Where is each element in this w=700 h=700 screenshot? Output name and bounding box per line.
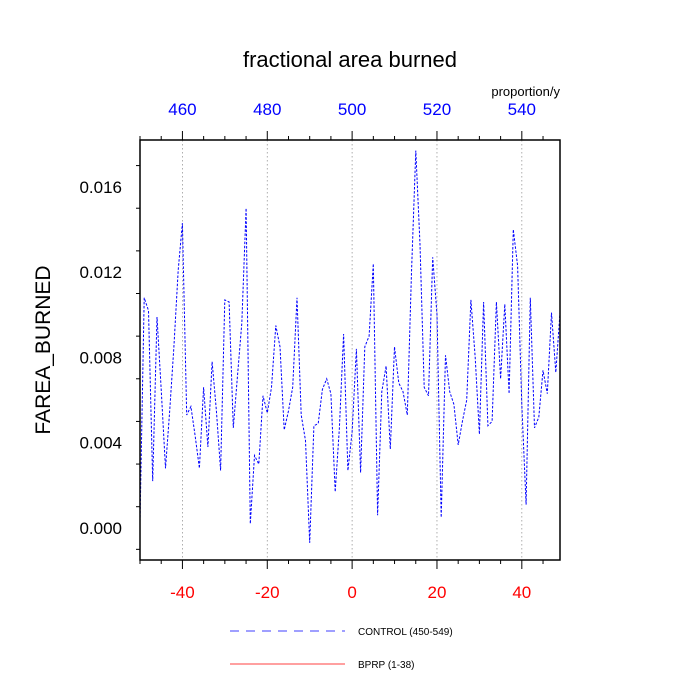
x-tick-label-top: 460 [168, 100, 196, 119]
series-line [139, 150, 561, 543]
series-layer [139, 150, 561, 543]
plot-frame [139, 139, 561, 561]
y-tick-label: 0.004 [79, 434, 122, 453]
x-tick-label-bottom: -20 [255, 583, 280, 602]
y-axis-label: FAREA_BURNED [32, 265, 55, 434]
y-tick-label: 0.000 [79, 519, 122, 538]
x-tick-label-bottom: 20 [428, 583, 447, 602]
x-tick-label-top: 500 [338, 100, 366, 119]
x-tick-label-bottom: 0 [347, 583, 356, 602]
units-label: proportion/y [491, 84, 560, 99]
tick-labels: -40 -20 0 20 40 460 480 500 520 540 0.000 0.004 0.00… [79, 100, 536, 602]
x-tick-label-bottom: -40 [170, 583, 195, 602]
y-tick-label: 0.008 [79, 348, 122, 367]
legend-label: BPRP (1-38) [358, 660, 415, 671]
chart-title: fractional area burned [243, 47, 457, 72]
y-tick-label: 0.016 [79, 178, 122, 197]
y-tick-label: 0.012 [79, 263, 122, 282]
legend-label: CONTROL (450-549) [358, 627, 453, 638]
x-tick-label-top: 520 [423, 100, 451, 119]
x-tick-label-top: 480 [253, 100, 281, 119]
x-tick-label-top: 540 [508, 100, 536, 119]
legend: CONTROL (450-549) BPRP (1-38) [230, 627, 453, 671]
x-tick-label-bottom: 40 [512, 583, 531, 602]
axis-ticks [136, 131, 544, 569]
